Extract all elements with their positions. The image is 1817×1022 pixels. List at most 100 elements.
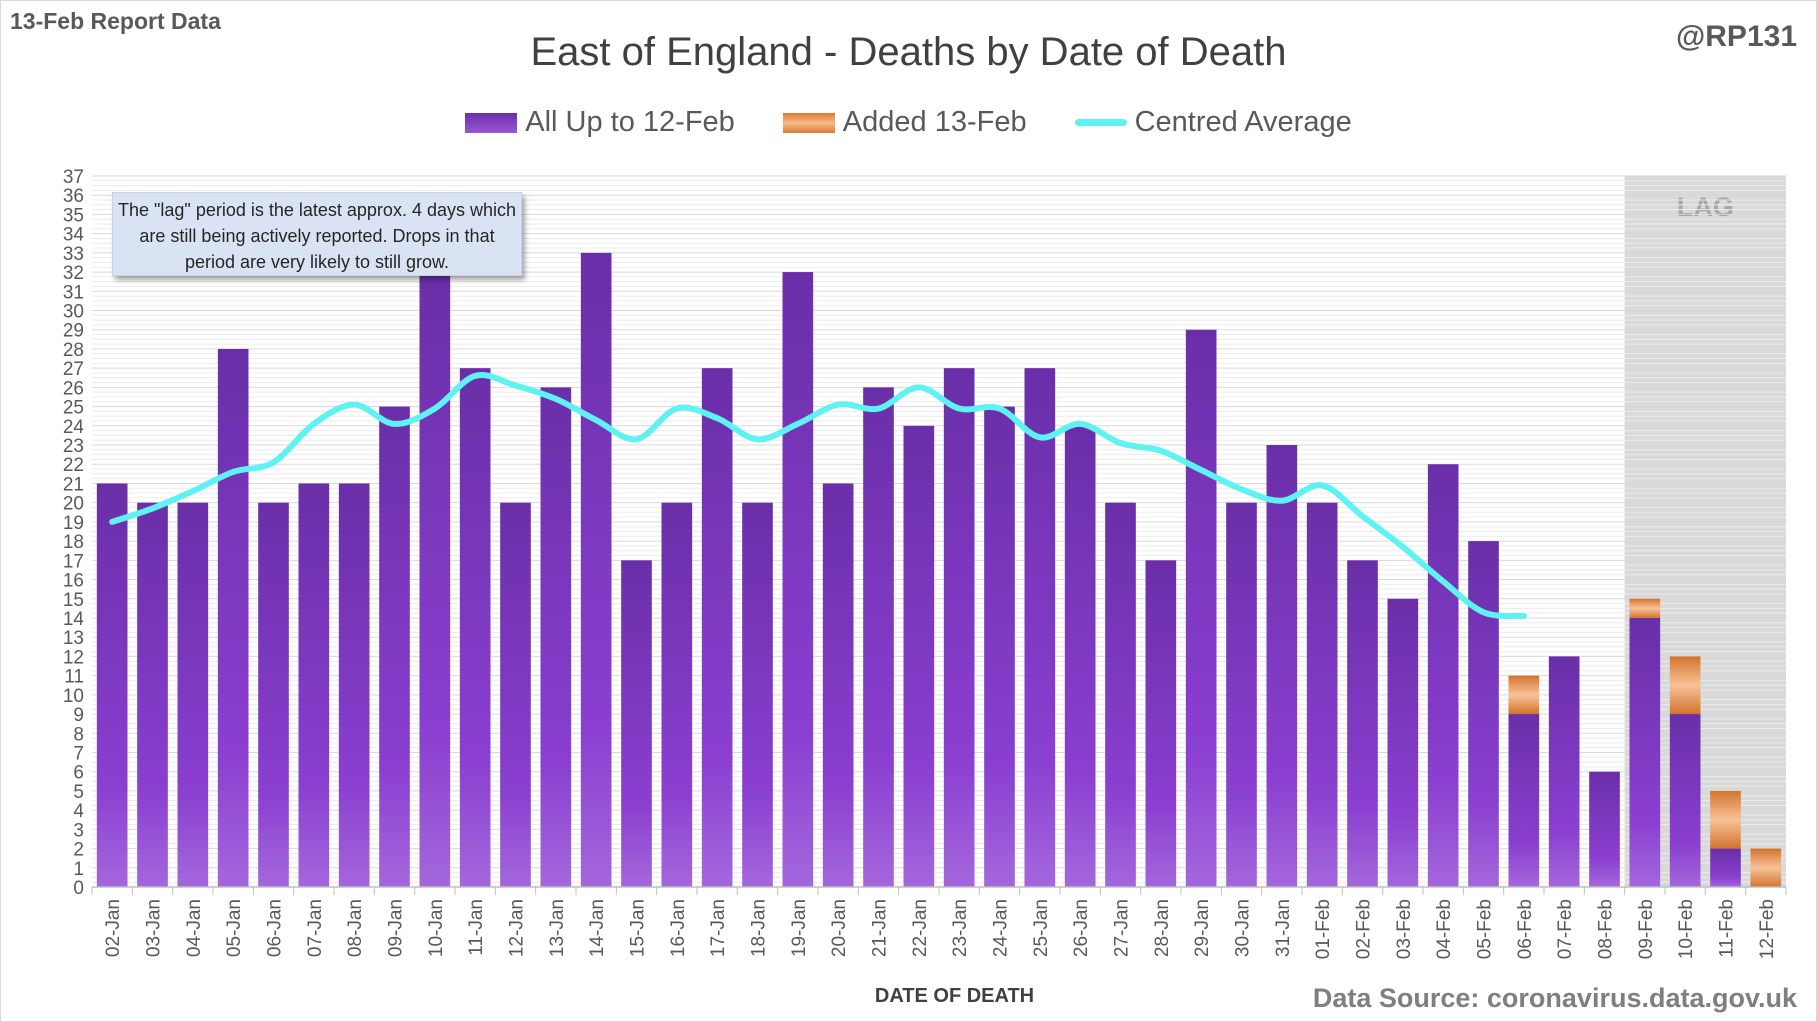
y-tick-label: 2 <box>73 840 84 861</box>
y-tick-label: 5 <box>73 782 84 803</box>
y-tick-label: 13 <box>63 628 84 649</box>
x-tick-label: 25-Jan <box>1031 899 1052 957</box>
bar-base <box>580 252 612 887</box>
y-tick-label: 1 <box>73 859 84 880</box>
y-tick-label: 33 <box>63 244 84 265</box>
bar-base <box>96 483 128 887</box>
x-tick-label: 26-Jan <box>1071 899 1092 957</box>
bar-added <box>1710 790 1741 849</box>
y-tick-label: 21 <box>63 474 84 495</box>
legend-item-base: All Up to 12-Feb <box>465 106 735 139</box>
y-tick-label: 15 <box>63 590 84 611</box>
y-tick-label: 17 <box>63 551 84 572</box>
x-tick-label: 11-Feb <box>1717 899 1738 958</box>
bar-base <box>1589 771 1620 887</box>
x-tick-label: 04-Jan <box>184 899 205 957</box>
x-tick-label: 12-Feb <box>1757 899 1778 959</box>
bar-base <box>419 272 451 888</box>
y-tick-label: 11 <box>64 667 84 688</box>
bar-base <box>1387 598 1419 887</box>
bar-base <box>177 502 209 887</box>
y-tick-label: 6 <box>73 763 84 784</box>
legend-label-average: Centred Average <box>1134 106 1352 138</box>
bar-base <box>661 502 693 887</box>
x-tick-label: 07-Feb <box>1555 899 1576 959</box>
x-tick-label: 03-Jan <box>144 899 165 957</box>
x-tick-label: 12-Jan <box>507 899 528 957</box>
y-tick-label: 16 <box>63 571 84 592</box>
chart-legend: All Up to 12-Feb Added 13-Feb Centred Av… <box>0 106 1817 139</box>
bar-base <box>1669 714 1701 887</box>
bar-base <box>1226 502 1257 887</box>
x-tick-label: 10-Feb <box>1676 899 1697 959</box>
legend-item-average: Centred Average <box>1074 106 1352 139</box>
bar-base <box>863 387 894 887</box>
legend-label-base: All Up to 12-Feb <box>525 106 735 138</box>
x-tick-label: 30-Jan <box>1233 899 1254 957</box>
x-tick-label: 24-Jan <box>991 899 1012 957</box>
data-source: Data Source: coronavirus.data.gov.uk <box>1312 983 1797 1013</box>
x-tick-label: 09-Feb <box>1636 899 1657 959</box>
bar-base <box>1024 368 1056 887</box>
bar-base <box>1105 502 1136 887</box>
bar-base <box>943 368 975 887</box>
x-tick-label: 06-Jan <box>265 899 286 957</box>
legend-item-added: Added 13-Feb <box>782 106 1027 139</box>
bar-base <box>1629 617 1661 887</box>
bar-base <box>984 406 1015 887</box>
x-tick-label: 07-Jan <box>305 899 326 957</box>
bar-added <box>1508 675 1540 715</box>
legend-swatch-average <box>1074 119 1127 126</box>
bar-base <box>1548 656 1580 887</box>
x-tick-label: 31-Jan <box>1273 899 1294 957</box>
x-tick-label: 10-Jan <box>426 899 447 957</box>
x-tick-label: 02-Feb <box>1354 899 1375 959</box>
y-tick-label: 36 <box>63 186 84 207</box>
bar-base <box>1185 329 1217 887</box>
y-tick-label: 23 <box>63 436 84 457</box>
bar-base <box>1427 464 1459 887</box>
y-tick-label: 10 <box>63 686 84 707</box>
x-tick-label: 02-Jan <box>103 899 124 957</box>
y-tick-label: 24 <box>63 417 85 438</box>
x-tick-label: 13-Jan <box>547 899 568 957</box>
bar-base <box>782 272 814 888</box>
y-tick-label: 25 <box>63 398 84 419</box>
x-axis-title: DATE OF DEATH <box>874 985 1035 1007</box>
author-handle: @RP131 <box>1676 20 1797 53</box>
y-tick-label: 32 <box>63 263 84 284</box>
legend-label-added: Added 13-Feb <box>842 106 1027 138</box>
y-tick-label: 35 <box>63 205 84 226</box>
y-tick-label: 22 <box>63 455 84 476</box>
bar-base <box>500 502 531 887</box>
y-tick-label: 26 <box>63 378 84 399</box>
y-tick-label: 30 <box>63 302 84 323</box>
y-tick-label: 28 <box>63 340 84 361</box>
bar-base <box>540 387 572 887</box>
x-tick-label: 03-Feb <box>1394 899 1415 959</box>
report-date-label: 13-Feb Report Data <box>10 8 221 34</box>
lag-note: The "lag" period is the latest approx. 4… <box>112 192 522 276</box>
y-tick-label: 9 <box>73 705 84 726</box>
y-tick-label: 12 <box>63 647 84 668</box>
x-tick-label: 08-Jan <box>345 899 366 957</box>
bar-base <box>1064 425 1096 887</box>
y-tick-label: 27 <box>63 359 84 380</box>
bar-base <box>379 406 410 887</box>
bar-base <box>1468 541 1499 887</box>
bar-base <box>338 483 370 887</box>
y-tick-label: 20 <box>63 494 84 515</box>
lag-label: LAG <box>1677 192 1734 222</box>
x-tick-label: 29-Jan <box>1192 899 1213 957</box>
x-tick-label: 16-Jan <box>668 899 689 957</box>
x-tick-label: 22-Jan <box>910 899 931 957</box>
x-tick-label: 18-Jan <box>749 899 770 957</box>
bar-base <box>701 368 733 887</box>
y-tick-label: 34 <box>63 225 85 246</box>
x-tick-label: 28-Jan <box>1152 899 1173 957</box>
bar-base <box>1710 848 1741 887</box>
x-tick-label: 09-Jan <box>386 899 407 957</box>
x-tick-label: 05-Jan <box>224 899 245 957</box>
y-tick-label: 7 <box>73 743 84 764</box>
